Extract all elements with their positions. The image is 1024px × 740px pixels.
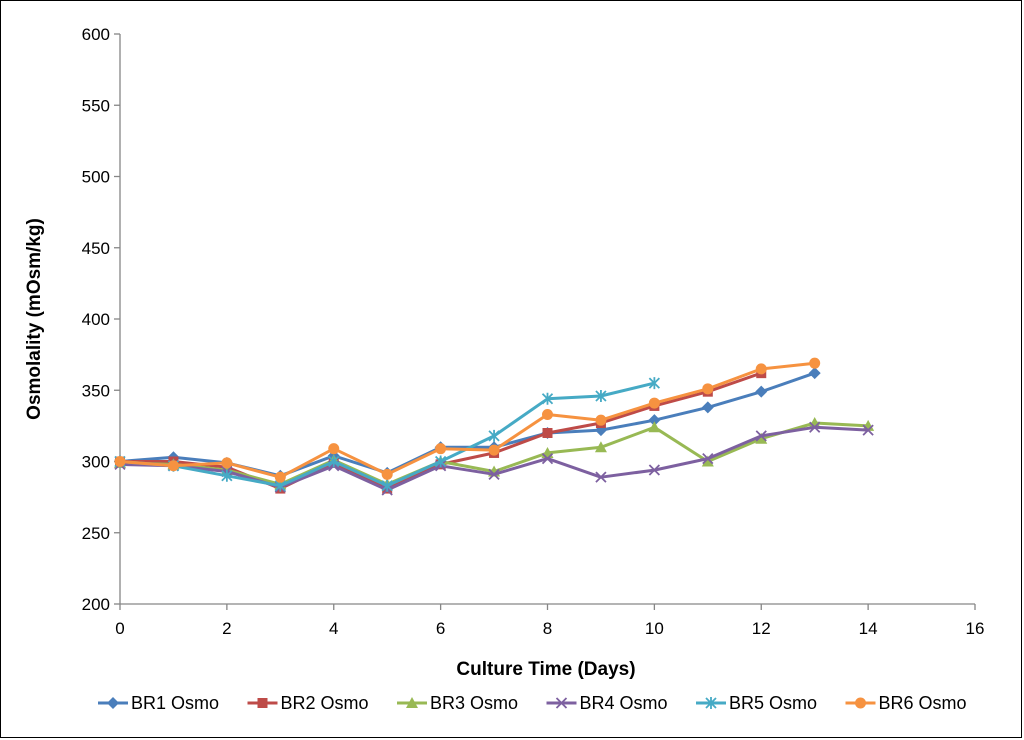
y-tick-label: 400 (82, 310, 110, 329)
x-tick-label: 12 (752, 619, 771, 638)
data-point (274, 471, 286, 483)
data-point (702, 453, 714, 465)
series-2 (115, 368, 767, 494)
data-point (221, 469, 233, 482)
y-tick-label: 500 (82, 168, 110, 187)
legend-label: BR1 Osmo (131, 693, 219, 713)
x-axis: 0 2 4 6 8 10 12 14 16 (115, 603, 985, 638)
data-point (595, 389, 607, 402)
y-tick-label: 450 (82, 239, 110, 258)
data-point (594, 441, 607, 453)
data-point (809, 357, 821, 369)
x-tick-label: 2 (222, 619, 231, 638)
y-tick-label: 600 (82, 25, 110, 44)
legend-item: BR3 Osmo (397, 693, 518, 713)
y-axis: 200 250 300 350 400 450 500 550 600 (82, 25, 121, 614)
data-point (755, 385, 768, 398)
data-point (755, 430, 767, 442)
legend-marker (406, 697, 418, 708)
legend-label: BR5 Osmo (729, 693, 817, 713)
data-point (488, 429, 500, 442)
legend-label: BR6 Osmo (879, 693, 967, 713)
y-tick-label: 300 (82, 453, 110, 472)
data-point (702, 383, 714, 395)
data-point (114, 456, 126, 467)
data-point (701, 455, 714, 467)
data-point (542, 408, 553, 420)
plot-area (114, 357, 875, 496)
data-point (488, 444, 500, 456)
legend-label: BR2 Osmo (281, 693, 369, 713)
data-point (808, 367, 821, 380)
legend: BR1 Osmo BR2 Osmo BR3 Osmo BR4 Osmo BR5 Osmo… (98, 693, 967, 713)
x-tick-label: 14 (859, 619, 878, 638)
data-point (595, 471, 607, 483)
y-tick-label: 350 (82, 381, 110, 400)
legend-marker (855, 697, 866, 709)
legend-item: BR4 Osmo (546, 693, 668, 713)
data-point (648, 377, 661, 390)
legend-marker (705, 697, 717, 709)
data-point (595, 414, 607, 426)
series-line (119, 361, 815, 479)
data-point (381, 479, 393, 492)
data-point (328, 455, 340, 468)
y-tick-label: 550 (82, 96, 110, 115)
legend-item: BR1 Osmo (98, 693, 219, 713)
legend-marker (555, 697, 568, 709)
x-axis-title: Culture Time (Days) (456, 659, 635, 680)
data-point (755, 432, 768, 444)
data-point (542, 428, 553, 438)
legend-label: BR4 Osmo (580, 693, 668, 713)
data-point (541, 453, 554, 465)
data-point (541, 392, 554, 405)
x-tick-label: 16 (966, 619, 985, 638)
legend-marker (257, 698, 268, 708)
legend-item: BR6 Osmo (845, 693, 967, 713)
legend-marker (107, 697, 119, 709)
data-point (862, 424, 874, 436)
x-tick-label: 4 (329, 619, 338, 638)
legend-item: BR2 Osmo (247, 693, 369, 713)
x-tick-label: 8 (543, 619, 552, 638)
data-point (381, 468, 393, 480)
x-tick-label: 6 (436, 619, 445, 638)
y-axis-title: Osmolality (mOsm/kg) (24, 218, 45, 420)
data-point (328, 443, 340, 455)
data-point (648, 397, 660, 409)
data-point (648, 421, 661, 433)
data-point (648, 464, 661, 476)
y-tick-label: 200 (82, 595, 110, 614)
y-tick-label: 250 (82, 524, 110, 543)
x-tick-label: 10 (645, 619, 664, 638)
data-point (167, 460, 179, 472)
legend-label: BR3 Osmo (430, 693, 518, 713)
x-tick-label: 0 (115, 619, 124, 638)
data-point (648, 414, 661, 427)
data-point (488, 468, 500, 480)
data-point (755, 363, 767, 375)
data-point (809, 421, 821, 433)
data-point (435, 443, 447, 455)
data-point (434, 455, 447, 468)
data-point (701, 401, 714, 414)
data-point (221, 457, 233, 469)
series-6 (114, 357, 821, 483)
legend-item: BR5 Osmo (696, 693, 817, 713)
